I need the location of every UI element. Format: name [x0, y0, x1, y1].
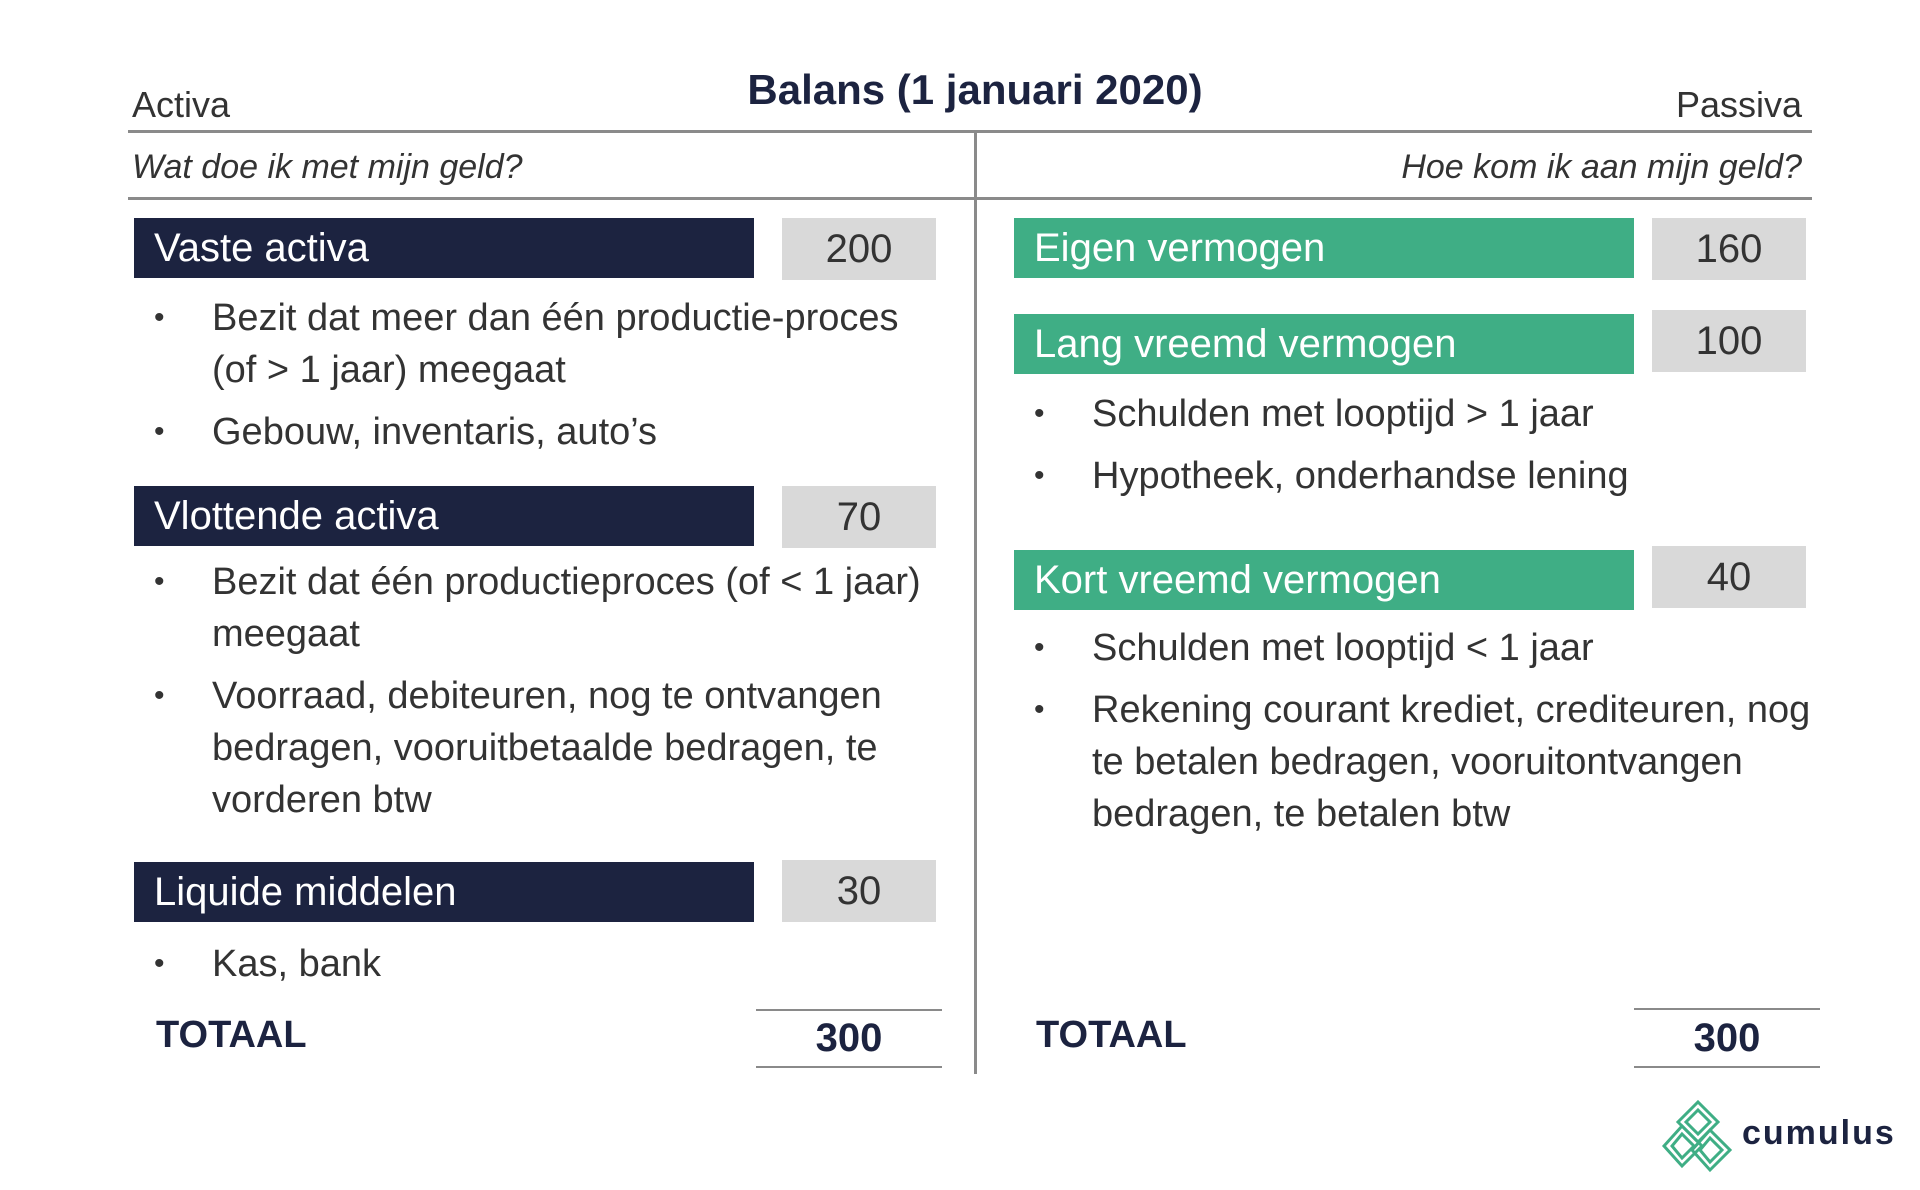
header-rule	[128, 130, 1812, 133]
liquide-middelen-value: 30	[782, 860, 936, 922]
passiva-total-rule-top	[1634, 1008, 1820, 1010]
passiva-total-label: TOTAAL	[1036, 1014, 1187, 1056]
vlottende-activa-bar: Vlottende activa	[134, 486, 754, 546]
kort-vreemd-vermogen-bullets: Schulden met looptijd < 1 jaar Rekening …	[1014, 622, 1814, 850]
vlottende-activa-bullets: Bezit dat één productieproces (of < 1 ja…	[134, 556, 934, 836]
activa-question: Wat doe ik met mijn geld?	[132, 148, 523, 186]
question-rule	[128, 197, 1812, 200]
activa-total-rule-top	[756, 1009, 942, 1011]
column-divider	[974, 132, 977, 1074]
list-item: Bezit dat één productieproces (of < 1 ja…	[134, 556, 934, 660]
eigen-vermogen-bar: Eigen vermogen	[1014, 218, 1634, 278]
list-item: Gebouw, inventaris, auto’s	[134, 406, 914, 458]
cumulus-logo-text: cumulus	[1742, 1114, 1896, 1152]
kort-vreemd-vermogen-bar: Kort vreemd vermogen	[1014, 550, 1634, 610]
kort-vreemd-vermogen-value: 40	[1652, 546, 1806, 608]
list-item: Kas, bank	[134, 938, 914, 990]
list-item: Schulden met looptijd > 1 jaar	[1014, 388, 1814, 440]
passiva-question: Hoe kom ik aan mijn geld?	[1401, 148, 1802, 186]
activa-total-value: 300	[815, 1016, 883, 1060]
vaste-activa-bar: Vaste activa	[134, 218, 754, 278]
lang-vreemd-vermogen-bar: Lang vreemd vermogen	[1014, 314, 1634, 374]
lang-vreemd-vermogen-bullets: Schulden met looptijd > 1 jaar Hypotheek…	[1014, 388, 1814, 512]
list-item: Bezit dat meer dan één productie-proces …	[134, 292, 914, 396]
list-item: Hypotheek, onderhandse lening	[1014, 450, 1814, 502]
vlottende-activa-value: 70	[782, 486, 936, 548]
list-item: Schulden met looptijd < 1 jaar	[1014, 622, 1814, 674]
passiva-total-rule-bottom	[1634, 1066, 1820, 1068]
list-item: Rekening courant krediet, crediteuren, n…	[1014, 684, 1814, 840]
activa-total-label: TOTAAL	[156, 1014, 307, 1056]
liquide-middelen-bar: Liquide middelen	[134, 862, 754, 922]
activa-label: Activa	[132, 84, 231, 125]
cumulus-logo-icon	[1660, 1098, 1736, 1174]
page-title: Balans (1 januari 2020)	[747, 66, 1203, 113]
passiva-label: Passiva	[1675, 84, 1802, 125]
list-item: Voorraad, debiteuren, nog te ontvangen b…	[134, 670, 934, 826]
activa-total-rule-bottom	[756, 1066, 942, 1068]
passiva-total-value: 300	[1693, 1016, 1761, 1060]
eigen-vermogen-value: 160	[1652, 218, 1806, 280]
vaste-activa-value: 200	[782, 218, 936, 280]
vaste-activa-bullets: Bezit dat meer dan één productie-proces …	[134, 292, 914, 468]
liquide-middelen-bullets: Kas, bank	[134, 938, 914, 1000]
lang-vreemd-vermogen-value: 100	[1652, 310, 1806, 372]
